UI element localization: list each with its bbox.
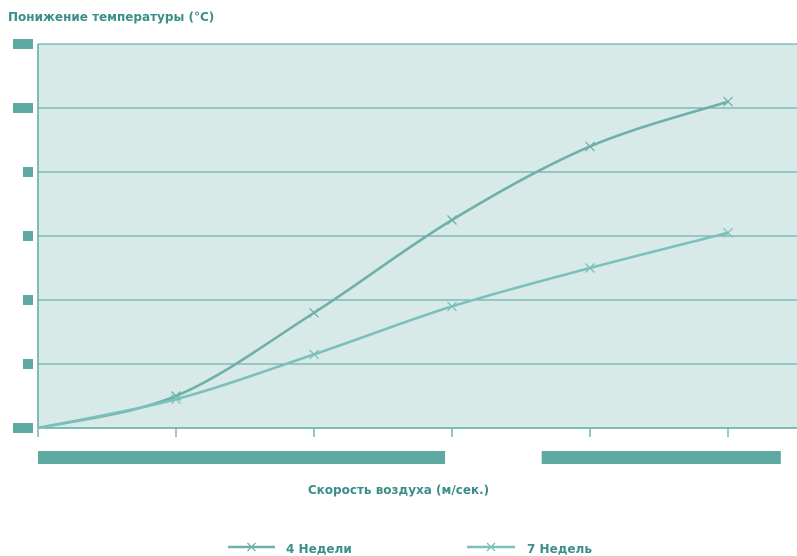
y-tick-marker bbox=[13, 423, 33, 433]
x-tick-label-block bbox=[38, 451, 446, 464]
series-2-point bbox=[447, 301, 457, 312]
series-1-point bbox=[723, 96, 733, 107]
series-2-point bbox=[585, 263, 595, 273]
series-1-point bbox=[447, 215, 457, 225]
x-axis-label: Скорость воздуха (м/сек.) bbox=[307, 483, 490, 497]
x-tick-label-block bbox=[541, 451, 781, 464]
y-axis-label: Понижение температуры (°C) bbox=[8, 10, 215, 24]
series-1-point bbox=[309, 307, 319, 318]
legend-marker-1 bbox=[247, 542, 256, 552]
series-2-point bbox=[309, 349, 319, 360]
series-2-point bbox=[171, 394, 181, 405]
series-line-2 bbox=[37, 231, 729, 430]
legend-label-series-1: 4 Недели bbox=[286, 542, 352, 556]
y-tick-marker bbox=[23, 231, 33, 241]
legend-label-series-2: 7 Недель bbox=[527, 542, 592, 556]
y-tick-marker bbox=[23, 167, 33, 177]
y-tick-marker bbox=[13, 103, 33, 113]
series-line-1 bbox=[37, 100, 729, 430]
y-tick-marker bbox=[23, 295, 33, 305]
y-tick-marker bbox=[13, 39, 33, 49]
legend-marker-2 bbox=[486, 542, 496, 552]
series-1-point bbox=[585, 141, 595, 152]
y-tick-marker bbox=[23, 359, 33, 369]
series-2-point bbox=[723, 227, 733, 238]
